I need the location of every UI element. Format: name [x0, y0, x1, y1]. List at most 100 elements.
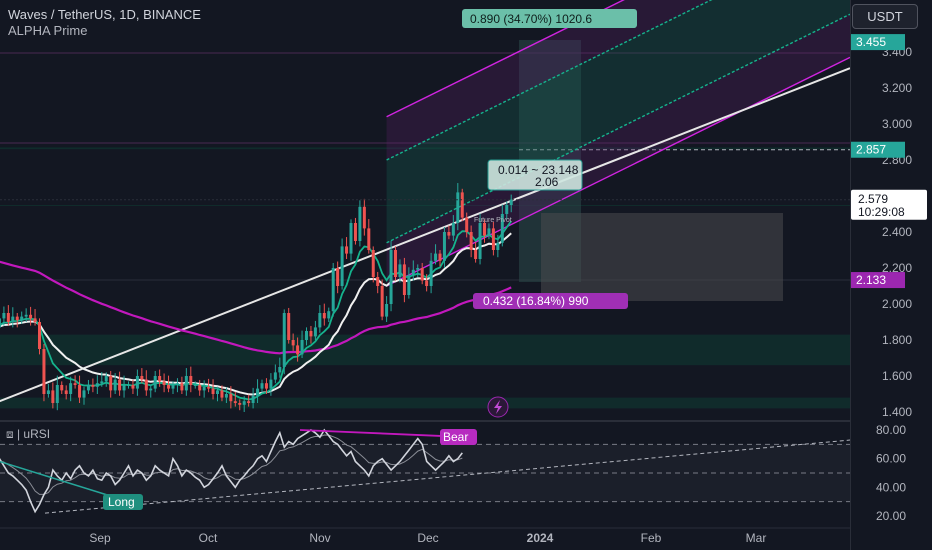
candle-body	[118, 379, 122, 391]
rsi-bear-box	[440, 429, 477, 445]
candle-body	[362, 206, 366, 229]
candle-body	[60, 385, 64, 391]
currency-button[interactable]: USDT	[852, 4, 918, 29]
candle-body	[95, 383, 99, 387]
candle-body	[15, 316, 19, 321]
x-tick-label: Oct	[199, 531, 218, 545]
candle-body	[469, 232, 473, 250]
channel-line-2	[386, 0, 713, 161]
candle-body	[394, 250, 397, 277]
price-tick: 1.800	[882, 333, 912, 347]
candle-body	[296, 345, 300, 355]
candle-body	[251, 395, 255, 403]
candle-body	[135, 376, 139, 389]
candle-body	[220, 390, 224, 398]
rsi-line	[0, 428, 463, 514]
candle-body	[193, 385, 197, 386]
rsi-bear-label: Bear	[443, 430, 468, 444]
candle-body	[184, 376, 188, 391]
candle-body	[509, 199, 513, 205]
lightning-bolt-icon	[494, 400, 502, 414]
zone-band-2	[0, 205, 850, 206]
candle-body	[496, 242, 500, 250]
price-tick: 1.600	[882, 369, 912, 383]
candle-body	[371, 250, 375, 277]
candle-body	[273, 372, 277, 380]
candle-body	[358, 206, 362, 241]
candle-body	[131, 385, 135, 389]
candle-body	[224, 394, 228, 398]
candle-body	[416, 268, 420, 270]
candle-body	[269, 379, 273, 389]
candle-body	[29, 314, 33, 319]
candle-body	[211, 388, 215, 394]
measure-bottom-label: 0.432 (16.84%) 990	[483, 294, 589, 308]
current-price-tag	[851, 189, 927, 220]
candle-body	[171, 385, 175, 389]
x-tick-label: Nov	[309, 531, 330, 545]
candle-body	[46, 390, 50, 394]
candle-body	[73, 383, 77, 385]
price-tag	[851, 272, 905, 289]
current-price-label: 2.579	[858, 192, 888, 206]
candle-body	[189, 376, 193, 385]
candle-body	[64, 390, 68, 394]
candle-body	[367, 228, 371, 250]
candle-body	[140, 376, 144, 380]
channel-line-3	[386, 0, 625, 118]
candle-body	[158, 376, 162, 382]
trend-midline	[0, 67, 851, 403]
candle-body	[305, 331, 308, 340]
candle-body	[207, 386, 211, 389]
channel-line-1	[386, 13, 851, 244]
candle-body	[82, 390, 86, 398]
candle-body	[336, 268, 340, 286]
candle-body	[402, 264, 406, 295]
measure-mid-label-2: 2.06	[535, 175, 559, 189]
candle-body	[175, 383, 179, 385]
candle-body	[353, 223, 357, 241]
candle-body	[149, 388, 153, 391]
candle-body	[20, 316, 24, 321]
candle-body	[425, 280, 429, 286]
candle-body	[474, 250, 478, 259]
candle-body	[340, 246, 344, 286]
candle-body	[349, 223, 353, 254]
zone-band-3	[0, 147, 850, 150]
price-tick: 2.400	[882, 225, 912, 239]
candle-body	[229, 394, 233, 402]
candle-body	[300, 340, 304, 355]
candle-body	[233, 401, 237, 403]
candle-body	[256, 388, 260, 396]
candle-body	[460, 192, 464, 218]
candle-body	[491, 228, 495, 250]
measure-top-label: 0.890 (34.70%) 1020.6	[470, 12, 592, 26]
rsi-tick: 20.00	[876, 509, 906, 523]
candle-body	[420, 268, 424, 281]
x-tick-label: Sep	[89, 531, 111, 545]
rsi-indicator-header[interactable]: ⧈ | uRSI	[6, 427, 51, 441]
x-tick-label: Feb	[641, 531, 662, 545]
candle-body	[198, 385, 202, 391]
candle-body	[0, 318, 1, 328]
candle-body	[411, 269, 415, 276]
candle-body	[318, 313, 322, 328]
measure-top-box	[462, 9, 637, 28]
candle-body	[456, 192, 460, 223]
candle-body	[291, 340, 295, 346]
x-tick-label: Mar	[746, 531, 767, 545]
candle-body	[429, 260, 433, 286]
candle-body	[113, 379, 117, 391]
price-tag-label: 3.455	[856, 35, 886, 49]
rsi-tick: 80.00	[876, 423, 906, 437]
measure-bottom-box	[473, 293, 628, 309]
candle-body	[442, 232, 446, 261]
candle-body	[434, 253, 438, 261]
candle-body	[500, 214, 504, 243]
countdown-label: 10:29:08	[858, 205, 905, 219]
candle-body	[487, 228, 491, 236]
candle-body	[153, 376, 157, 389]
candle-body	[327, 311, 331, 319]
price-tick: 1.400	[882, 405, 912, 419]
